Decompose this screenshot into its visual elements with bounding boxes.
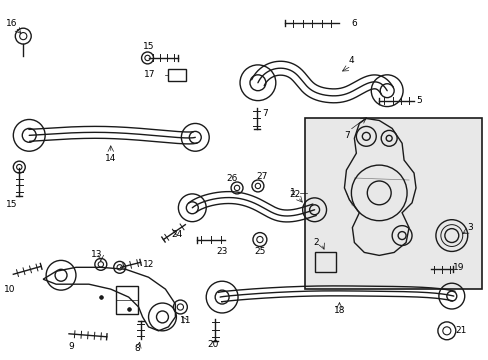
Text: 2: 2 — [313, 238, 319, 247]
Text: 3: 3 — [466, 223, 471, 232]
Text: 27: 27 — [256, 171, 267, 180]
Text: 12: 12 — [142, 260, 154, 269]
Bar — [304, 118, 481, 289]
Text: 26: 26 — [226, 174, 237, 183]
Text: 1: 1 — [289, 188, 295, 197]
Text: 13: 13 — [91, 250, 102, 259]
Text: 10: 10 — [3, 285, 15, 294]
Bar — [168, 69, 186, 81]
Text: 21: 21 — [454, 326, 466, 335]
Text: 24: 24 — [171, 230, 183, 239]
Text: 15: 15 — [5, 200, 17, 209]
Text: 6: 6 — [351, 19, 357, 28]
Text: 25: 25 — [254, 247, 265, 256]
Text: 7: 7 — [344, 131, 349, 140]
Text: 7: 7 — [262, 109, 267, 118]
Text: 16: 16 — [5, 19, 17, 28]
Text: 14: 14 — [105, 154, 116, 163]
Text: 18: 18 — [333, 306, 345, 315]
Text: 4: 4 — [348, 57, 353, 66]
Bar — [314, 252, 336, 272]
Text: 8: 8 — [135, 344, 140, 353]
Text: 9: 9 — [68, 342, 74, 351]
Text: 20: 20 — [207, 340, 219, 349]
Text: 11: 11 — [179, 316, 191, 325]
Text: 22: 22 — [288, 190, 300, 199]
Text: 19: 19 — [452, 263, 464, 272]
Bar — [116, 286, 137, 314]
Text: 5: 5 — [415, 96, 421, 105]
Text: 15: 15 — [142, 41, 154, 50]
Text: 23: 23 — [216, 247, 227, 256]
Text: 17: 17 — [143, 70, 155, 79]
